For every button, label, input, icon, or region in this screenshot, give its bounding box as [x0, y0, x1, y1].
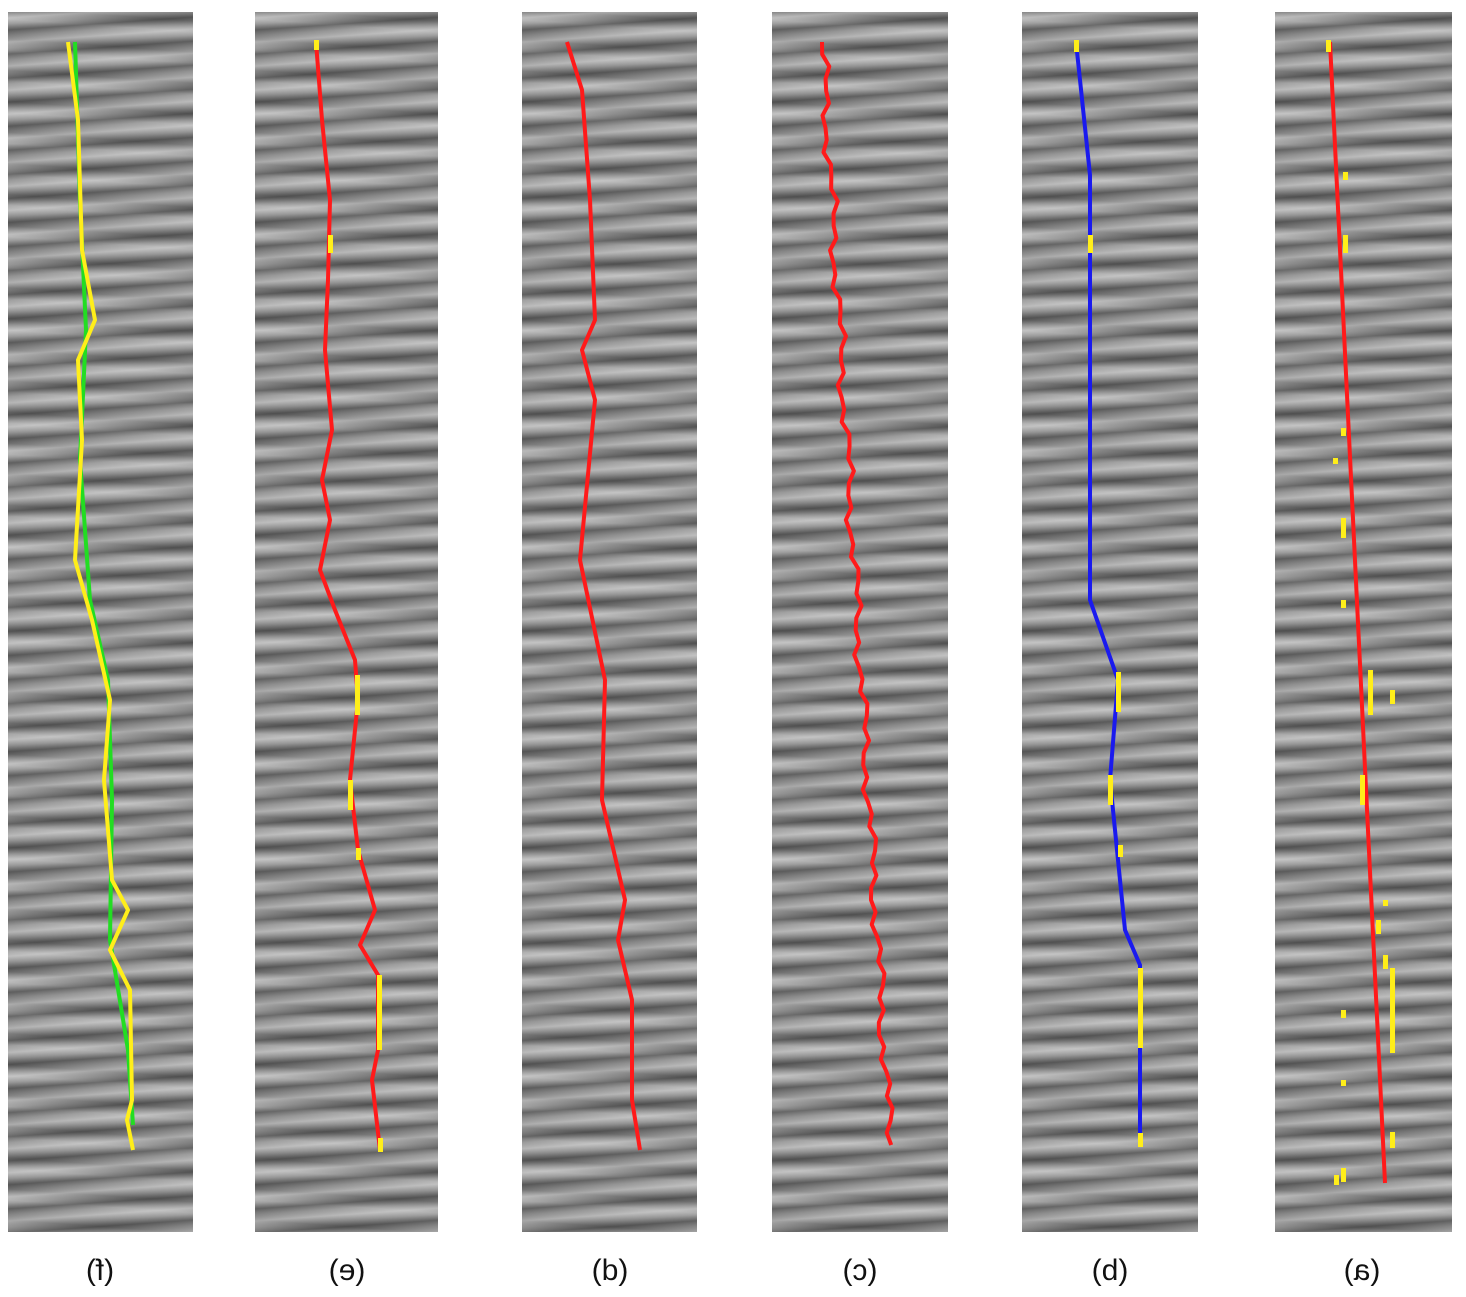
yellow-marker-a — [1341, 1010, 1346, 1018]
fault-trace-a — [1328, 41, 1387, 1184]
yellow-segment-e — [377, 975, 382, 1050]
seismic-panel-a — [1275, 12, 1452, 1232]
yellow-marker-a — [1341, 518, 1346, 538]
yellow-segment-b — [1118, 845, 1123, 857]
yellow-segment-e — [348, 780, 353, 810]
seismic-panel-b — [1022, 12, 1198, 1232]
fault-trace-c — [820, 41, 895, 1146]
yellow-segment-b — [1116, 672, 1121, 712]
panel-label-c: (c) — [842, 1254, 878, 1287]
yellow-marker-a — [1376, 920, 1381, 934]
fault-trace-d — [565, 41, 642, 1151]
yellow-marker-a — [1334, 1175, 1339, 1185]
panel-label-f: (f) — [85, 1254, 115, 1287]
yellow-segment-e — [314, 40, 319, 50]
yellow-segment-b — [1108, 775, 1113, 805]
seismic-panel-d — [522, 12, 697, 1232]
panel-label-d: (d) — [591, 1254, 629, 1287]
yellow-marker-a — [1383, 900, 1388, 906]
yellow-marker-a — [1390, 690, 1395, 704]
yellow-segment-b — [1074, 40, 1079, 52]
yellow-marker-a — [1343, 235, 1348, 253]
yellow-segment-b — [1138, 1133, 1143, 1147]
yellow-segment-b — [1088, 235, 1093, 253]
yellow-marker-a — [1341, 428, 1346, 436]
yellow-marker-a — [1383, 955, 1388, 969]
fault-trace-b — [1074, 41, 1142, 1145]
seismic-panel-f — [8, 12, 193, 1232]
panel-label-a: (a) — [1343, 1254, 1381, 1287]
fault-trace-f-yellow — [66, 41, 135, 1151]
seismic-panel-c — [772, 12, 948, 1232]
yellow-marker-a — [1343, 172, 1348, 180]
yellow-marker-a — [1333, 458, 1338, 464]
yellow-segment-b — [1138, 968, 1143, 1048]
yellow-marker-a — [1341, 600, 1346, 608]
yellow-marker-a — [1360, 775, 1365, 805]
yellow-marker-a — [1368, 670, 1373, 715]
panel-label-b: (b) — [1091, 1254, 1129, 1287]
yellow-segment-e — [356, 848, 361, 860]
yellow-marker-a — [1341, 1080, 1346, 1086]
yellow-marker-a — [1326, 40, 1331, 52]
yellow-segment-e — [378, 1138, 383, 1152]
fault-trace-e — [314, 41, 382, 1151]
yellow-marker-a — [1390, 968, 1395, 1053]
yellow-segment-e — [355, 675, 360, 715]
yellow-segment-e — [328, 235, 333, 253]
yellow-marker-a — [1390, 1132, 1395, 1148]
panel-label-e: (e) — [328, 1254, 366, 1287]
yellow-marker-a — [1341, 1168, 1346, 1182]
seismic-panel-e — [255, 12, 438, 1232]
